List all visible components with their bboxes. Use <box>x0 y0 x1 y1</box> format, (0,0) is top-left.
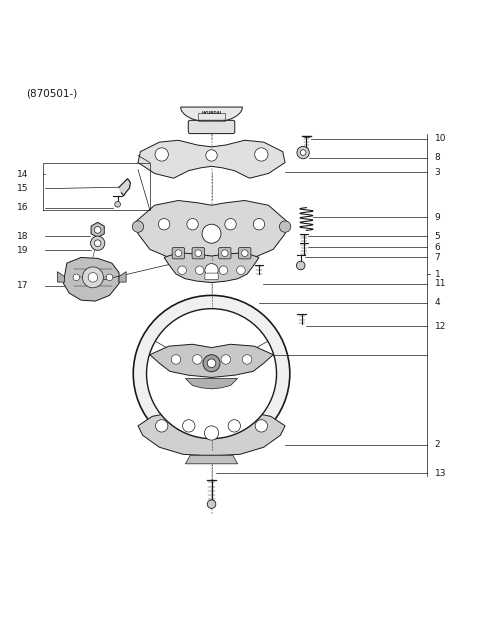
Circle shape <box>178 266 186 275</box>
Circle shape <box>133 295 290 452</box>
FancyBboxPatch shape <box>205 273 218 280</box>
Text: 3: 3 <box>434 167 440 177</box>
Circle shape <box>91 236 105 250</box>
Circle shape <box>195 266 204 275</box>
Circle shape <box>297 147 309 158</box>
Polygon shape <box>138 140 285 178</box>
Circle shape <box>83 267 103 288</box>
Text: 5: 5 <box>434 232 440 241</box>
Circle shape <box>192 354 202 364</box>
FancyBboxPatch shape <box>192 248 204 259</box>
Text: 17: 17 <box>17 281 28 290</box>
FancyBboxPatch shape <box>239 248 251 259</box>
Circle shape <box>182 420 195 432</box>
Circle shape <box>221 354 230 364</box>
Circle shape <box>202 224 221 243</box>
Circle shape <box>207 359 216 368</box>
Polygon shape <box>185 378 238 389</box>
Text: HYUNDAI: HYUNDAI <box>202 111 222 115</box>
Polygon shape <box>91 222 104 238</box>
Text: 4: 4 <box>434 298 440 307</box>
Text: 15: 15 <box>17 184 28 193</box>
Text: 14: 14 <box>17 170 28 179</box>
Circle shape <box>300 150 306 155</box>
Polygon shape <box>180 107 242 122</box>
Polygon shape <box>136 200 288 260</box>
Circle shape <box>195 250 202 256</box>
Circle shape <box>237 266 245 275</box>
Circle shape <box>95 240 101 246</box>
Text: 16: 16 <box>17 203 28 212</box>
Circle shape <box>206 150 217 161</box>
Circle shape <box>204 426 219 440</box>
Circle shape <box>255 420 267 432</box>
Circle shape <box>279 221 291 232</box>
Circle shape <box>73 274 80 281</box>
Circle shape <box>146 309 276 439</box>
Polygon shape <box>119 178 131 196</box>
Polygon shape <box>164 253 259 283</box>
Text: 12: 12 <box>434 322 446 331</box>
Text: 8: 8 <box>434 154 440 162</box>
Circle shape <box>95 227 101 233</box>
Circle shape <box>115 202 120 207</box>
FancyBboxPatch shape <box>172 248 184 259</box>
Text: 10: 10 <box>434 134 446 144</box>
Circle shape <box>175 250 181 256</box>
FancyBboxPatch shape <box>219 248 231 259</box>
Circle shape <box>219 266 228 275</box>
Circle shape <box>106 274 113 281</box>
Text: 11: 11 <box>434 279 446 288</box>
FancyBboxPatch shape <box>188 120 235 134</box>
Text: 9: 9 <box>434 213 440 222</box>
Polygon shape <box>138 412 285 456</box>
Circle shape <box>203 354 220 372</box>
Text: 7: 7 <box>434 253 440 262</box>
Circle shape <box>156 420 168 432</box>
Polygon shape <box>119 271 126 282</box>
Text: 19: 19 <box>17 246 28 255</box>
Polygon shape <box>150 344 273 378</box>
Circle shape <box>228 420 240 432</box>
Circle shape <box>221 250 228 256</box>
Circle shape <box>187 218 198 230</box>
Text: 1: 1 <box>434 270 440 278</box>
Polygon shape <box>185 456 238 464</box>
Circle shape <box>205 263 218 277</box>
Circle shape <box>155 148 168 161</box>
Circle shape <box>225 218 236 230</box>
Polygon shape <box>63 258 119 301</box>
Circle shape <box>207 500 216 509</box>
Circle shape <box>241 250 248 256</box>
Polygon shape <box>57 271 64 282</box>
Circle shape <box>158 218 170 230</box>
Circle shape <box>88 273 97 282</box>
Circle shape <box>242 354 252 364</box>
Circle shape <box>255 148 268 161</box>
Text: 13: 13 <box>434 469 446 478</box>
Text: 18: 18 <box>17 232 28 241</box>
Circle shape <box>297 261 305 270</box>
Text: (870501-): (870501-) <box>26 88 78 98</box>
Text: 2: 2 <box>434 441 440 449</box>
Circle shape <box>132 221 144 232</box>
Circle shape <box>253 218 264 230</box>
Circle shape <box>171 354 180 364</box>
Text: 6: 6 <box>434 243 440 251</box>
